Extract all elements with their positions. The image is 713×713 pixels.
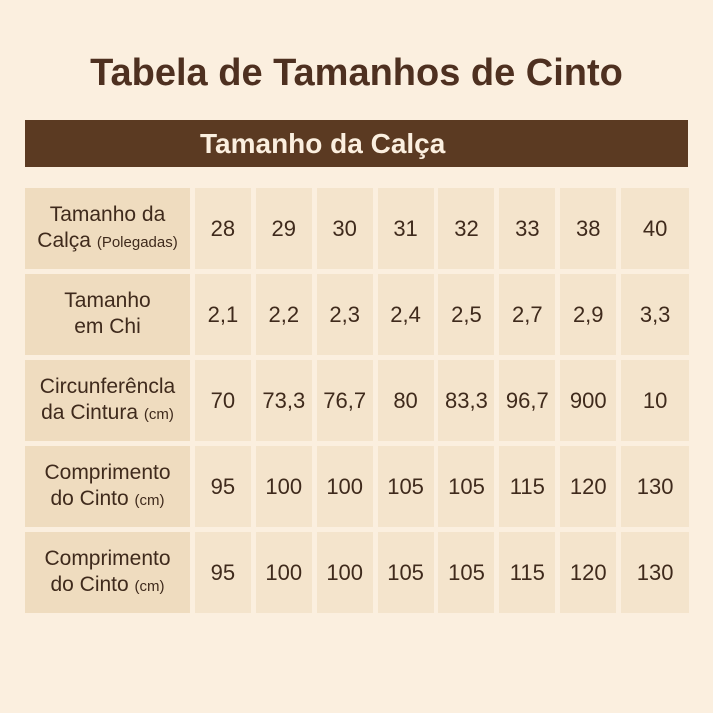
table-cell: 2,3 [316, 274, 373, 355]
row-unit: (Polegadas) [96, 233, 178, 251]
table-cell: 120 [560, 446, 617, 527]
table-cell: 38 [560, 188, 617, 269]
table-cell: 33 [499, 188, 556, 269]
row-label-line2: do Cinto (cm) [50, 486, 165, 510]
table-cell: 2,1 [194, 274, 251, 355]
table-cell: 73,3 [255, 360, 312, 441]
table-cell: 76,7 [316, 360, 373, 441]
table-cell: 115 [499, 446, 556, 527]
table-cell: 95 [194, 446, 251, 527]
row-label-line2: em Chi [74, 314, 141, 338]
table-cell: 130 [621, 446, 690, 527]
table-header-bar: Tamanho da Calça [25, 120, 688, 167]
table-cell: 130 [621, 532, 690, 613]
table-cell: 100 [316, 532, 373, 613]
row-label: Comprimento do Cinto (cm) [25, 446, 190, 527]
table-cell: 28 [194, 188, 251, 269]
table-cell: 32 [438, 188, 495, 269]
row-unit: (cm) [134, 577, 165, 595]
size-table: Tamanho da Calça (Polegadas) 28 29 30 31 32 33 3… [25, 188, 690, 613]
table-cell: 120 [560, 532, 617, 613]
row-label: Circunferêncla da Cintura (cm) [25, 360, 190, 441]
row-label-line2: Calça (Polegadas) [37, 228, 178, 252]
table-cell: 3,3 [621, 274, 690, 355]
table-cell: 100 [316, 446, 373, 527]
table-cell: 29 [255, 188, 312, 269]
page-title: Tabela de Tamanhos de Cinto [90, 52, 623, 94]
table-cell: 70 [194, 360, 251, 441]
row-label-line1: Comprimento [44, 460, 171, 484]
table-cell: 100 [255, 532, 312, 613]
row-label: Tamanho da Calça (Polegadas) [25, 188, 190, 269]
table-cell: 2,4 [377, 274, 434, 355]
table-cell: 105 [438, 446, 495, 527]
table-cell: 96,7 [499, 360, 556, 441]
table-cell: 31 [377, 188, 434, 269]
table-cell: 30 [316, 188, 373, 269]
table-cell: 105 [377, 532, 434, 613]
table-cell: 2,9 [560, 274, 617, 355]
table-cell: 40 [621, 188, 690, 269]
row-unit: (cm) [143, 405, 174, 423]
table-cell: 83,3 [438, 360, 495, 441]
table-cell: 10 [621, 360, 690, 441]
row-label-line2: do Cinto (cm) [50, 572, 165, 596]
table-header: Tamanho da Calça [200, 128, 446, 159]
table-cell: 105 [438, 532, 495, 613]
table-cell: 105 [377, 446, 434, 527]
table-cell: 2,2 [255, 274, 312, 355]
row-label: Tamanho em Chi [25, 274, 190, 355]
table-cell: 100 [255, 446, 312, 527]
table-cell: 115 [499, 532, 556, 613]
table-cell: 2,7 [499, 274, 556, 355]
row-label-line1: Comprimento [44, 546, 171, 570]
table-cell: 80 [377, 360, 434, 441]
row-label-line2: da Cintura (cm) [41, 400, 174, 424]
row-unit: (cm) [134, 491, 165, 509]
table-cell: 95 [194, 532, 251, 613]
row-label: Comprimento do Cinto (cm) [25, 532, 190, 613]
row-label-line1: Circunferêncla [39, 374, 176, 398]
table-cell: 2,5 [438, 274, 495, 355]
row-label-line1: Tamanho [64, 288, 151, 312]
table-cell: 900 [560, 360, 617, 441]
row-label-line1: Tamanho da [49, 202, 166, 226]
